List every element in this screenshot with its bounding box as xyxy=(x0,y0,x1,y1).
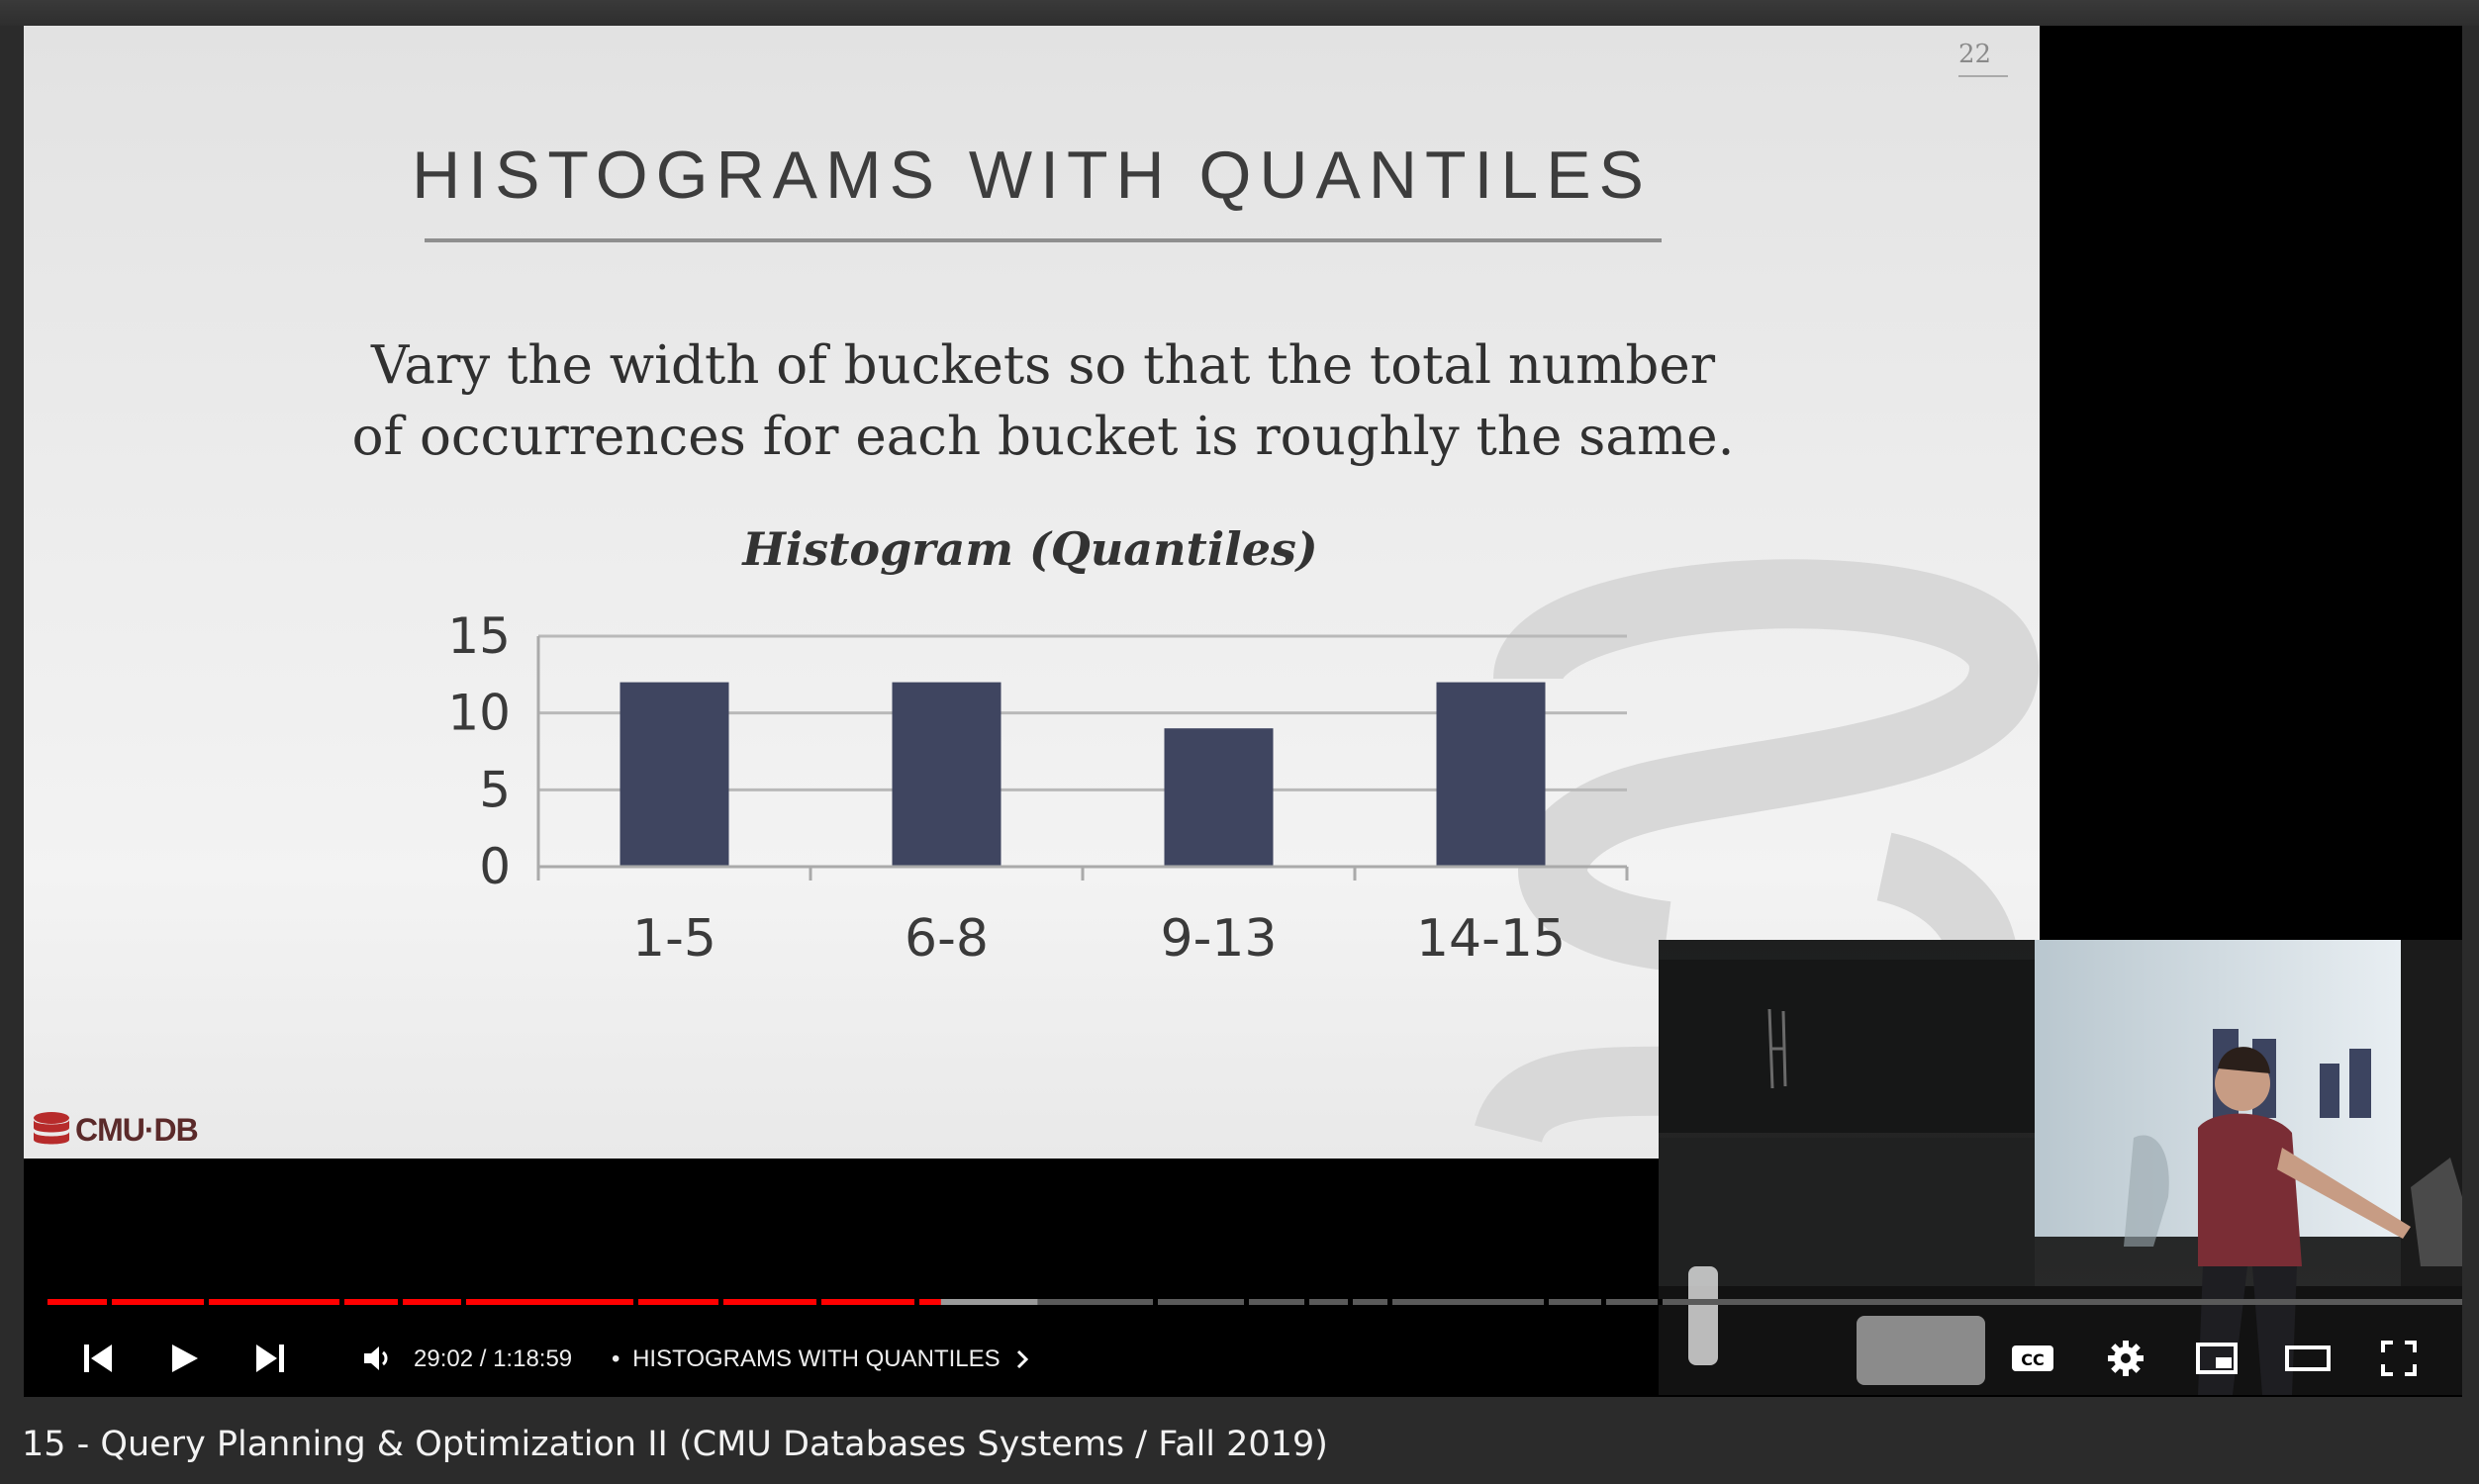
player-controls: 29:02 / 1:18:59 • HISTOGRAMS WITH QUANTI… xyxy=(24,1328,2462,1389)
chapter-separator: • xyxy=(612,1345,620,1372)
y-tick-label: 5 xyxy=(479,761,511,818)
time-current: 29:02 xyxy=(414,1345,474,1372)
slide-number-rule xyxy=(1958,75,2008,77)
progress-bar[interactable] xyxy=(48,1299,2462,1305)
svg-text:CC: CC xyxy=(2021,1350,2044,1369)
chapter-title: HISTOGRAMS WITH QUANTILES xyxy=(632,1345,1001,1372)
gear-icon xyxy=(2108,1341,2144,1376)
slide-subtitle: Vary the width of buckets so that the to… xyxy=(251,330,1835,473)
chapter-button[interactable]: • HISTOGRAMS WITH QUANTILES xyxy=(612,1345,1032,1373)
volume-button[interactable] xyxy=(352,1328,402,1389)
closed-captions-icon: CC xyxy=(2012,1345,2053,1371)
play-button[interactable] xyxy=(159,1328,209,1389)
x-tick-label: 6-8 xyxy=(905,909,989,969)
skip-previous-icon xyxy=(84,1345,112,1372)
y-tick-label: 10 xyxy=(447,685,511,742)
database-icon xyxy=(34,1112,69,1145)
progress-played xyxy=(48,1299,941,1305)
miniplayer-button[interactable] xyxy=(2187,1328,2246,1389)
fullscreen-icon xyxy=(2381,1341,2417,1376)
x-tick-label: 9-13 xyxy=(1160,909,1277,969)
x-tick-label: 1-5 xyxy=(632,909,716,969)
captions-button[interactable]: CC xyxy=(2003,1328,2062,1389)
bar-9-13 xyxy=(1164,728,1274,867)
logo-text: CMU·DB xyxy=(75,1111,199,1148)
subtitle-line-2: of occurrences for each bucket is roughl… xyxy=(351,407,1735,467)
time-display: 29:02 / 1:18:59 xyxy=(414,1345,572,1373)
cmu-db-logo: CMU·DB xyxy=(30,1110,199,1150)
miniplayer-icon xyxy=(2196,1343,2238,1374)
presenter-video-frame xyxy=(1659,940,2462,1395)
time-total: 1:18:59 xyxy=(493,1345,573,1372)
presenter-camera xyxy=(1659,940,2462,1395)
skip-next-icon xyxy=(256,1345,284,1372)
bar-6-8 xyxy=(892,682,1001,867)
slide-title: HISTOGRAMS WITH QUANTILES xyxy=(412,138,1652,213)
video-player[interactable]: 22 HISTOGRAMS WITH QUANTILES Vary the wi… xyxy=(24,26,2462,1397)
previous-button[interactable] xyxy=(73,1328,123,1389)
play-icon xyxy=(172,1345,198,1372)
top-bar xyxy=(0,0,2479,26)
histogram-chart: Histogram (Quantiles) 0 5 10 15 1-5 6-8 9-13 14… xyxy=(447,522,1629,969)
video-title: 15 - Query Planning & Optimization II (C… xyxy=(22,1425,1328,1464)
time-divider: / xyxy=(479,1345,494,1372)
bar-14-15 xyxy=(1436,682,1546,867)
slide-number: 22 xyxy=(1958,40,1992,69)
title-underline xyxy=(425,238,1662,242)
subtitle-line-1: Vary the width of buckets so that the to… xyxy=(370,335,1716,396)
next-button[interactable] xyxy=(245,1328,295,1389)
y-tick-label: 0 xyxy=(479,838,511,895)
lecture-slide: 22 HISTOGRAMS WITH QUANTILES Vary the wi… xyxy=(24,26,2040,1159)
theater-mode-button[interactable] xyxy=(2278,1328,2337,1389)
y-tick-label: 15 xyxy=(447,607,511,665)
chart-title: Histogram (Quantiles) xyxy=(740,522,1317,576)
chevron-right-icon xyxy=(1017,1349,1029,1369)
settings-button[interactable] xyxy=(2096,1328,2155,1389)
x-tick-label: 14-15 xyxy=(1416,909,1566,969)
theater-mode-icon xyxy=(2285,1345,2331,1371)
bar-1-5 xyxy=(620,682,729,867)
volume-icon xyxy=(364,1346,388,1370)
progress-track xyxy=(48,1299,2462,1305)
fullscreen-button[interactable] xyxy=(2369,1328,2429,1389)
